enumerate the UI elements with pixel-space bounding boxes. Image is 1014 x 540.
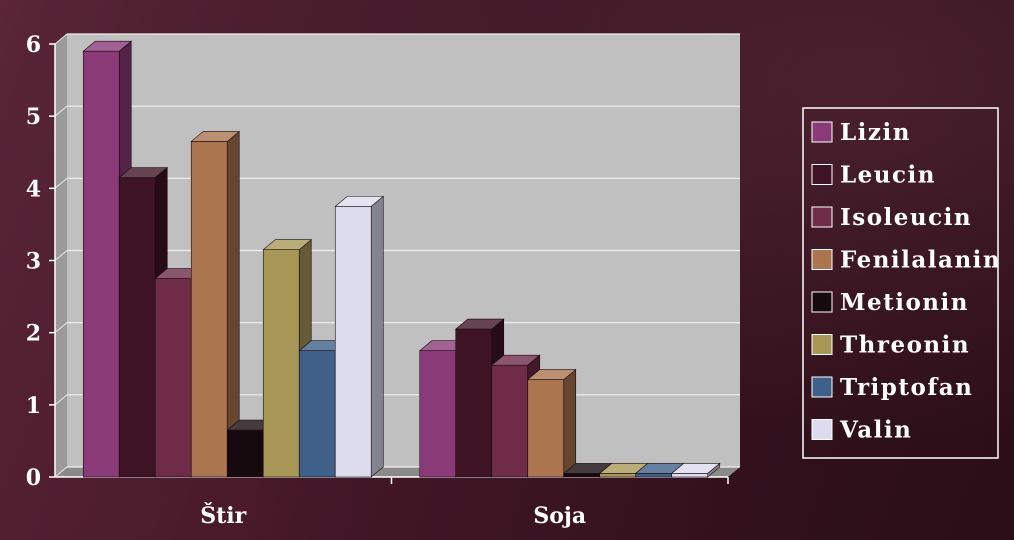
y-tick-label: 3 — [26, 249, 41, 275]
bar-valin-0 — [334, 195, 385, 478]
bar-front — [527, 379, 565, 478]
bar-front — [262, 249, 300, 478]
gridline-depth — [54, 177, 68, 189]
bar-top — [262, 239, 313, 250]
legend-label: Leucin — [840, 162, 936, 189]
y-tick-label: 2 — [26, 321, 41, 347]
gridline-depth — [54, 105, 68, 117]
legend-label: Metionin — [840, 289, 969, 316]
bar-top — [670, 463, 721, 474]
legend-label: Fenilalanin — [840, 247, 1001, 274]
bar-side — [563, 368, 577, 478]
bar-top — [526, 369, 577, 380]
legend-swatch — [811, 206, 833, 228]
legend-label: Lizin — [840, 119, 911, 146]
legend-swatch — [811, 291, 833, 313]
x-category-label: Soja — [533, 503, 586, 529]
bar-front — [599, 473, 637, 478]
bar-front — [419, 350, 457, 478]
bar-fenilalanin-1 — [526, 368, 577, 478]
bar-top — [454, 318, 505, 330]
bar-front — [671, 473, 709, 478]
gridline-depth — [54, 250, 68, 261]
bar-front — [563, 473, 601, 478]
bar-front — [298, 350, 336, 478]
legend-box — [802, 107, 999, 459]
bar-top — [334, 196, 385, 207]
legend-label: Threonin — [840, 332, 970, 359]
legend-label: Isoleucin — [840, 204, 972, 231]
bar-top — [118, 167, 169, 178]
gridline-depth — [54, 466, 68, 478]
y-tick-label: 4 — [26, 176, 41, 202]
y-tick-label: 1 — [26, 393, 41, 419]
bar-fenilalanin-0 — [190, 130, 241, 478]
gridline-depth — [54, 394, 68, 406]
legend-entries: Lizin Leucin Isoleucin Fenilalanin Metionin T… — [811, 119, 1001, 444]
gridline-depth — [54, 322, 68, 334]
bar-top — [82, 40, 133, 52]
legend-swatch — [811, 376, 833, 398]
legend-swatch — [811, 164, 833, 185]
bar-front — [154, 278, 192, 478]
legend-swatch — [811, 249, 833, 270]
bar-front — [334, 206, 372, 478]
bar-front — [226, 429, 264, 478]
bar-front — [455, 328, 493, 478]
bar-top — [490, 354, 541, 366]
gridline-depth — [54, 33, 68, 45]
bar-front — [635, 473, 673, 478]
bar-front — [491, 364, 529, 478]
x-category-label: Štir — [200, 502, 246, 529]
bar-top — [190, 131, 241, 142]
y-tick-label: 5 — [26, 104, 41, 130]
chart-legend: Lizin Leucin Isoleucin Fenilalanin Metionin T… — [802, 107, 1001, 459]
bar-valin-1 — [670, 462, 721, 478]
y-tick-label: 6 — [26, 32, 41, 58]
bar-front — [118, 177, 156, 478]
bar-side — [370, 195, 384, 478]
y-tick-label: 0 — [26, 465, 41, 491]
legend-swatch — [811, 121, 833, 143]
bar-front — [82, 50, 120, 478]
legend-swatch — [811, 334, 833, 355]
legend-swatch — [811, 419, 833, 440]
legend-label: Valin — [839, 417, 912, 444]
legend-label: Triptofan — [840, 374, 973, 401]
bar-front — [190, 141, 228, 478]
